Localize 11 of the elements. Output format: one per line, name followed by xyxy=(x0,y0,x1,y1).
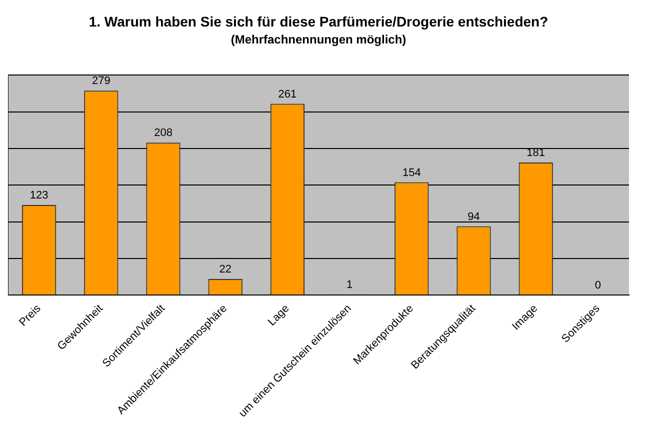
data-label: 261 xyxy=(278,88,297,100)
chart-title: 1. Warum haben Sie sich für diese Parfümerie/Drogerie entschieden? xyxy=(88,13,548,30)
data-label: 279 xyxy=(92,75,110,88)
data-label: 208 xyxy=(154,127,172,140)
data-label: 0 xyxy=(594,280,602,292)
data-label: 154 xyxy=(402,166,421,179)
data-label: 123 xyxy=(30,189,48,202)
data-label: 1 xyxy=(346,278,353,291)
data-label: 94 xyxy=(468,210,480,223)
chart-subtitle: (Mehrfachnennungen möglich) xyxy=(230,32,406,46)
data-label: 22 xyxy=(219,264,232,276)
